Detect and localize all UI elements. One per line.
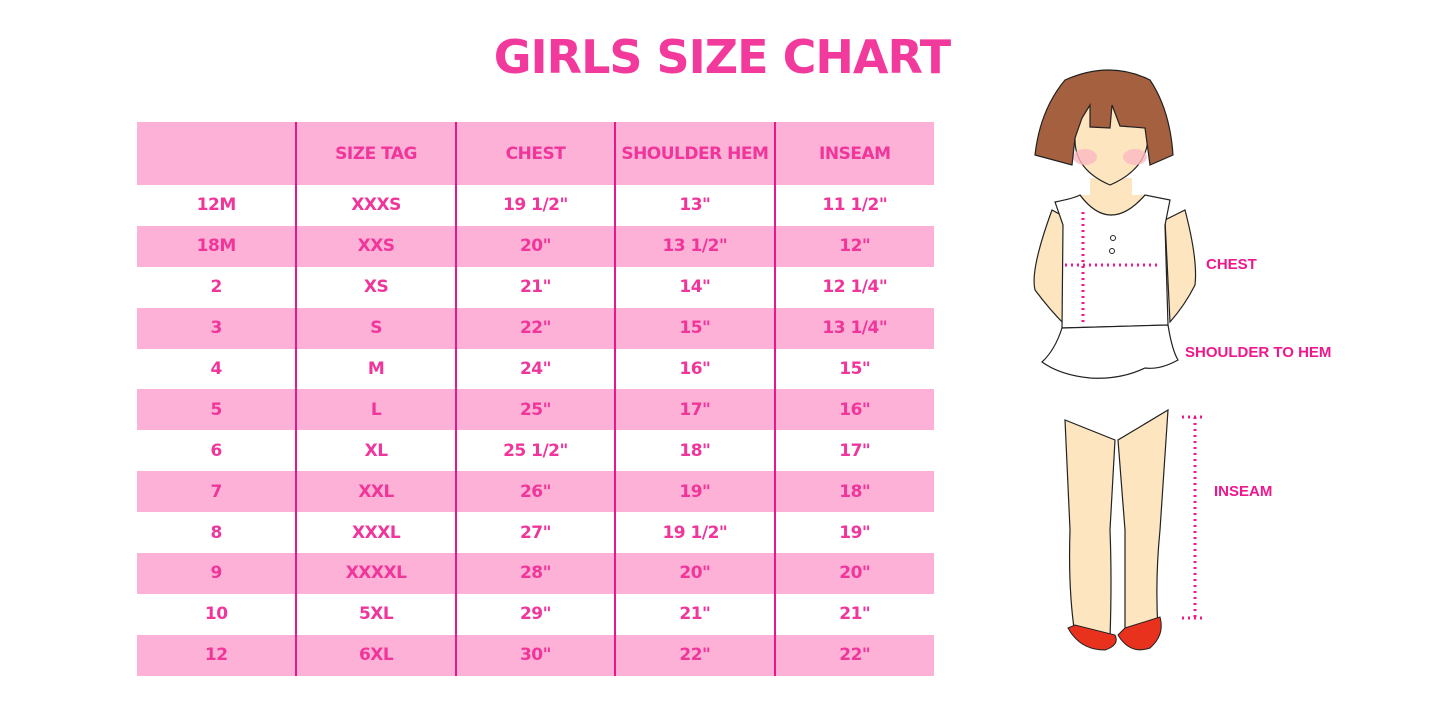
table-cell: 28" (454, 553, 616, 594)
table-cell: 12 (137, 634, 297, 676)
table-cell: 5 (137, 389, 297, 431)
table-cell: 16" (614, 348, 775, 390)
table-cell: 18" (614, 430, 775, 472)
column-header: INSEAM (773, 122, 934, 185)
table-row: 7 XXL 26" 19" 18" (137, 471, 934, 513)
table-row: 2 XS 21" 14" 12 1/4" (137, 266, 934, 308)
girl-illustration: CHEST SHOULDER TO HEM INSEAM (1020, 60, 1370, 670)
table-cell: 20" (773, 553, 934, 594)
table-cell: 30" (454, 634, 616, 676)
table-row: 4 M 24" 16" 15" (137, 348, 934, 390)
table-cell: 17" (614, 389, 775, 431)
table-cell: XXL (295, 471, 456, 513)
shoulder-to-hem-label: SHOULDER TO HEM (1185, 344, 1332, 361)
size-table: SIZE TAG CHEST SHOULDER HEM INSEAM 12M XXXS 1… (137, 122, 934, 676)
table-cell: XXXXL (295, 553, 456, 594)
table-cell: 27" (454, 512, 616, 554)
table-cell: 29" (454, 593, 616, 635)
table-cell: 12 1/4" (773, 266, 934, 308)
table-cell: 5XL (295, 593, 456, 635)
table-cell: 26" (454, 471, 616, 513)
table-row: 3 S 22" 15" 13 1/4" (137, 307, 934, 349)
table-cell: 13" (614, 185, 775, 226)
table-row: 12M XXXS 19 1/2" 13" 11 1/2" (137, 185, 934, 226)
table-row: 18M XXS 20" 13 1/2" 12" (137, 225, 934, 267)
table-cell: 22" (614, 634, 775, 676)
table-cell: M (295, 348, 456, 390)
table-cell: 16" (773, 389, 934, 431)
table-cell: 9 (137, 553, 297, 594)
table-cell: 19 1/2" (614, 512, 775, 554)
table-cell: 24" (454, 348, 616, 390)
column-header (137, 122, 297, 185)
table-cell: 2 (210, 277, 223, 298)
table-cell: 22" (773, 634, 934, 676)
girl-figure-icon (1033, 69, 1202, 651)
table-cell: 19" (614, 471, 775, 513)
table-cell: 4 (210, 359, 223, 379)
table-cell: 12M (196, 195, 237, 216)
table-cell: 20" (614, 553, 775, 594)
table-cell: S (295, 307, 456, 349)
table-cell: 13 1/2" (614, 225, 775, 267)
table-row: 6 XL 25 1/2" 18" 17" (137, 430, 934, 472)
page-title: GIRLS SIZE CHART (493, 30, 951, 84)
table-cell: 17" (773, 430, 934, 472)
table-cell: 11 1/2" (773, 185, 934, 226)
table-cell: XXXL (295, 512, 456, 554)
table-cell: 6 (210, 440, 223, 461)
table-cell: 3 (137, 307, 297, 349)
table-row: 8 XXXL 27" 19 1/2" 19" (137, 512, 934, 554)
table-cell: XS (295, 266, 456, 308)
table-cell: 25" (454, 389, 616, 431)
table-cell: 6XL (295, 634, 456, 676)
table-row: 9 XXXXL 28" 20" 20" (137, 553, 934, 594)
table-row: 5 L 25" 17" 16" (137, 389, 934, 431)
chest-label: CHEST (1206, 256, 1257, 273)
table-cell: 13 1/4" (773, 307, 934, 349)
column-header: CHEST (454, 122, 616, 185)
table-cell: 19" (773, 512, 934, 554)
table-cell: 19 1/2" (454, 185, 616, 226)
table-cell: 22" (454, 307, 616, 349)
table-cell: L (295, 389, 456, 431)
column-header: SHOULDER HEM (614, 122, 775, 185)
table-cell: 21" (614, 593, 775, 635)
table-cell: 8 (210, 522, 223, 543)
table-row: 10 5XL 29" 21" 21" (137, 593, 934, 635)
table-cell: 20" (454, 225, 616, 267)
inseam-label: INSEAM (1214, 483, 1273, 500)
table-cell: XXS (295, 225, 456, 267)
table-cell: 18" (773, 471, 934, 513)
table-cell: 21" (773, 593, 934, 635)
table-cell: XL (295, 430, 456, 472)
column-header: SIZE TAG (295, 122, 456, 185)
table-cell: 7 (137, 471, 297, 513)
table-cell: 15" (773, 348, 934, 390)
table-cell: 14" (614, 266, 775, 308)
table-cell: 18M (137, 225, 297, 267)
table-cell: 15" (614, 307, 775, 349)
table-row: 12 6XL 30" 22" 22" (137, 634, 934, 676)
table-header: SIZE TAG CHEST SHOULDER HEM INSEAM (137, 122, 934, 185)
table-cell: XXXS (295, 185, 456, 226)
table-cell: 21" (454, 266, 616, 308)
table-cell: 10 (204, 604, 228, 625)
table-cell: 12" (773, 225, 934, 267)
table-cell: 25 1/2" (454, 430, 616, 472)
